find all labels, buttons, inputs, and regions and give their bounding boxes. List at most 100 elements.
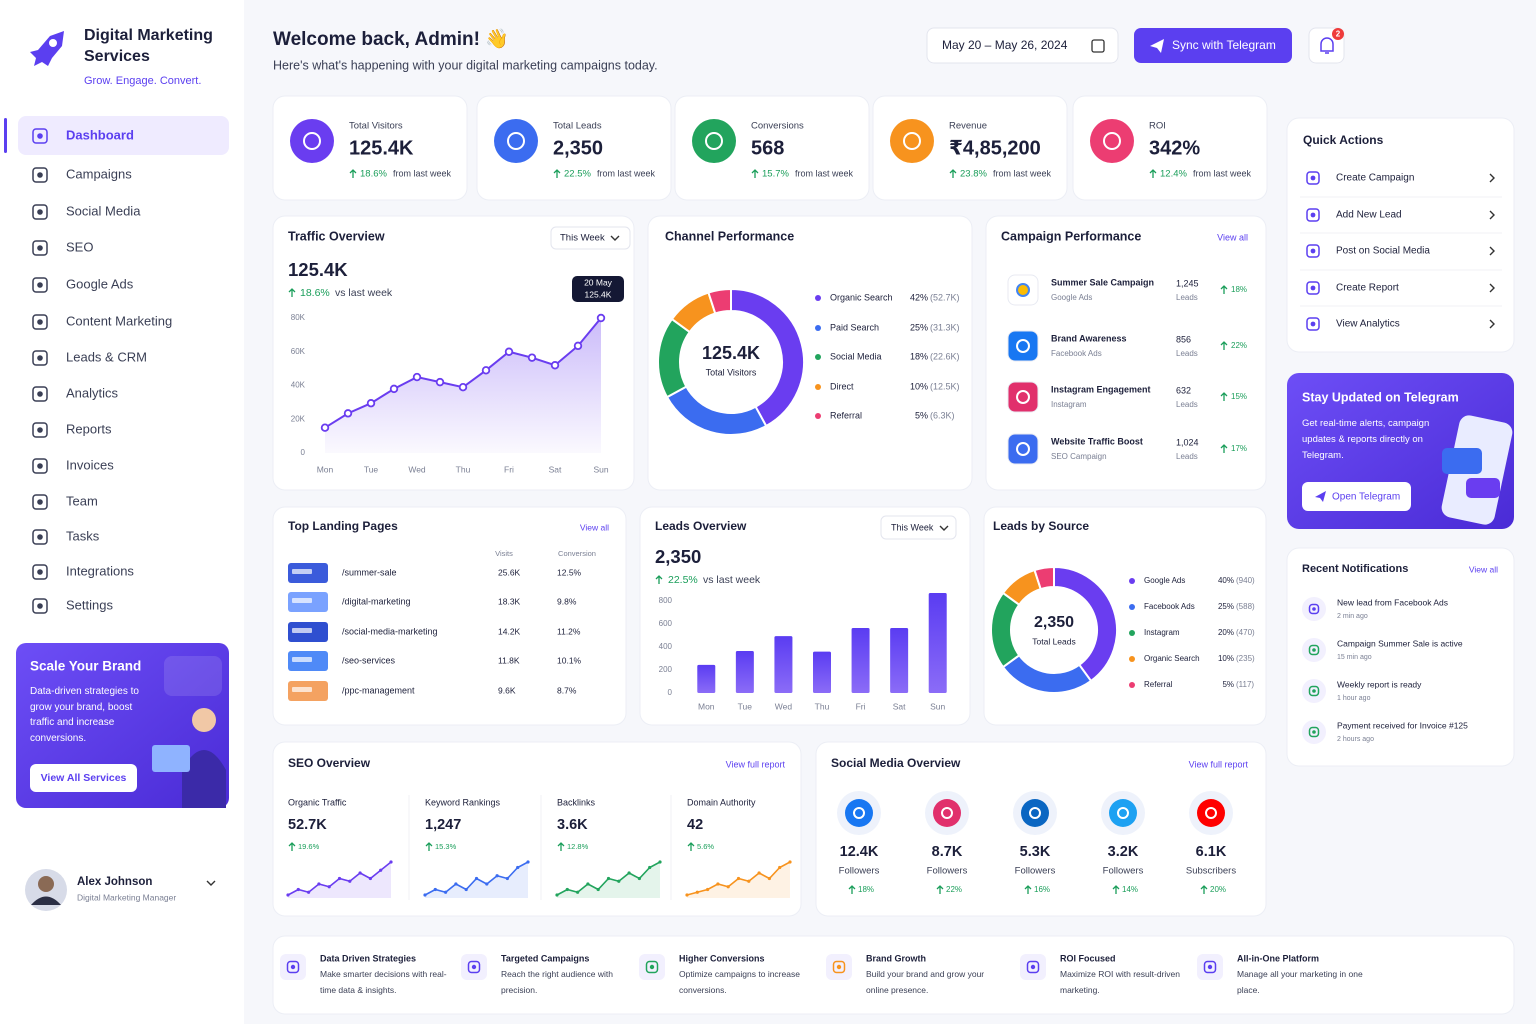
sparkline-point [317,882,321,886]
telegram-button[interactable] [1302,482,1411,511]
filter-dropdown[interactable] [880,515,957,540]
icon [1308,726,1320,738]
logo [49,39,57,47]
view-report-link[interactable]: View full report [726,759,786,769]
sparkline-point [444,890,448,894]
legend-dot [1129,578,1135,584]
sparkline-point [495,874,499,878]
quick-action[interactable]: Create Campaign [1336,173,1414,184]
metric-label: Organic Traffic [288,797,347,807]
telegram-icon [1315,491,1326,502]
campaign-icon [1016,390,1030,404]
filter-dropdown[interactable] [550,226,631,250]
promo-button-label[interactable]: View All Services [41,772,127,784]
nav-item[interactable]: Content Marketing [66,313,172,328]
campaign-icon [1016,339,1030,353]
view-report-link[interactable]: View full report [1189,759,1249,769]
telegram-button-label[interactable]: Open Telegram [1332,492,1400,503]
view-all-link[interactable]: View all [580,522,609,532]
nav-item[interactable]: Analytics [66,385,119,400]
line-area [325,318,601,453]
change-note: vs last week [703,574,761,586]
line-point [504,347,514,356]
tooltip-value: 125.4K [585,289,612,299]
total-value: 2,350 [655,546,701,567]
sync-button[interactable] [1134,28,1292,63]
icon [37,319,43,325]
social-change: 14% [1122,885,1138,894]
nav-item[interactable]: Campaigns [66,166,132,181]
bar [851,628,870,693]
feature-title: Data Driven Strategies [320,953,416,963]
filter-label[interactable]: This Week [891,522,934,532]
icon [32,128,48,144]
legend-dot [1129,656,1135,662]
y-tick-label: 20K [291,414,306,423]
nav-item[interactable]: Social Media [66,203,141,218]
sparkline-point [586,882,590,886]
tooltip [572,276,624,302]
promo-illustration [164,656,222,696]
card-title: SEO Overview [288,756,371,770]
icon [37,172,43,178]
social-value: 8.7K [932,844,963,860]
sparkline-point [726,885,730,889]
arrow-up-icon [1112,885,1120,894]
icon [1306,244,1320,258]
legend-dot [815,325,821,331]
nav-item[interactable]: Leads & CRM [66,349,147,364]
campaign-leads-label: Leads [1176,400,1198,409]
nav-item[interactable]: Google Ads [66,276,134,291]
view-all-link[interactable]: View all [1469,564,1498,574]
y-tick-label: 40K [291,381,306,390]
page-conversion: 9.8% [557,596,577,606]
nav-item[interactable]: Reports [66,421,112,436]
date-picker[interactable] [926,27,1119,64]
kpi-icon [494,119,538,163]
card [272,741,802,917]
x-tick-label: Sun [930,701,945,711]
line-point [320,423,330,432]
icon [37,355,43,361]
nav-item[interactable]: Integrations [66,563,134,578]
kpi-change: 15.7% [762,169,789,180]
social-icon [1109,799,1137,827]
card-title: Social Media Overview [831,756,961,770]
quick-action[interactable]: Post on Social Media [1336,246,1430,257]
filter-label[interactable]: This Week [560,233,605,244]
telegram-icon [1150,39,1164,53]
quick-action[interactable]: Create Report [1336,283,1399,294]
quick-action[interactable]: Add New Lead [1336,210,1402,221]
social-change: 22% [946,885,962,894]
card [983,506,1267,726]
sparkline-point [606,876,611,881]
nav-item[interactable]: Settings [66,597,113,612]
arrow-up-icon [1149,169,1157,178]
nav-item[interactable]: Invoices [66,457,114,472]
promo-illustration [182,750,226,808]
nav-item[interactable]: SEO [66,239,93,254]
date-range[interactable]: May 20 – May 26, 2024 [942,38,1068,52]
view-all-link[interactable]: View all [1217,232,1248,242]
page-conversion: 10.1% [557,655,582,665]
notification-text: New lead from Facebook Ads [1337,597,1448,607]
quick-action[interactable]: View Analytics [1336,319,1400,330]
sparkline-point [464,887,468,892]
social-icon [1021,799,1049,827]
y-tick-label: 0 [301,448,306,457]
page-visits: 25.6K [498,567,521,577]
arrow-up-icon [349,169,357,178]
nav-item[interactable]: Team [66,493,98,508]
sparkline-point [706,887,710,892]
sync-button-label[interactable]: Sync with Telegram [1172,38,1276,52]
icon [32,494,48,510]
notification-badge [1332,28,1344,40]
legend-value: 20% [1218,628,1234,637]
x-tick-label: Tue [364,464,379,474]
promo-button[interactable] [30,764,137,792]
user-name: Alex Johnson [77,876,152,888]
nav-item[interactable]: Tasks [66,528,100,543]
nav-item[interactable]: Dashboard [66,127,134,142]
icon [1306,208,1320,222]
sparkline-point [379,868,383,872]
